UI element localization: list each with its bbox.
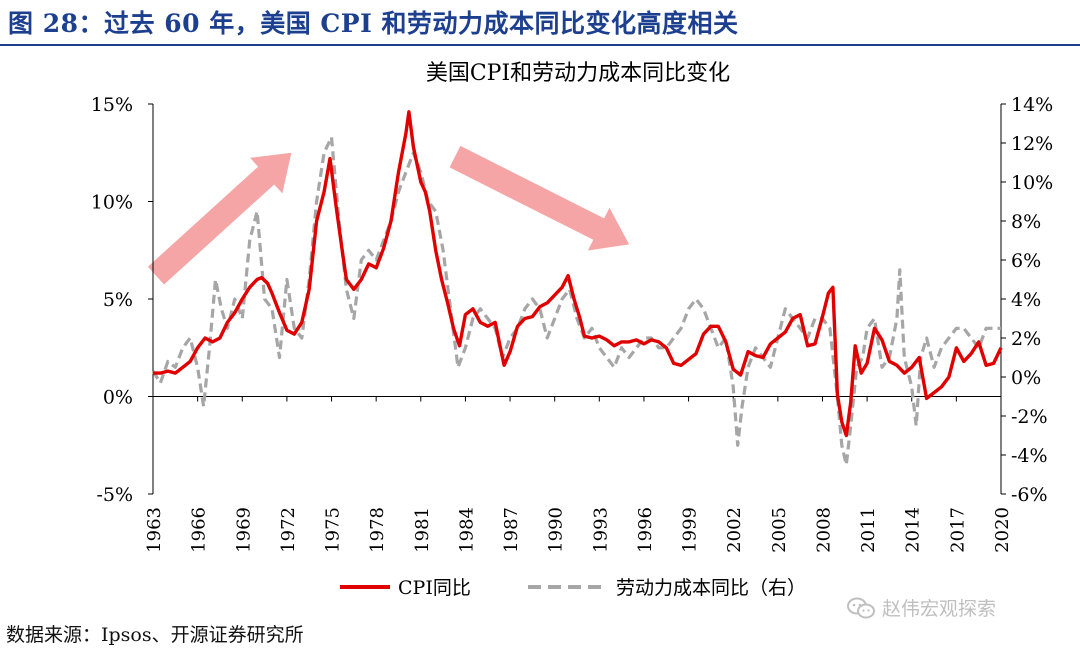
chart: 美国CPI和劳动力成本同比变化 -5% 0% 5% 10% 15% -6% -4% -2% 0%… xyxy=(91,61,1053,599)
x-tick-label: 1978 xyxy=(367,507,388,553)
x-tick-label: 2020 xyxy=(992,507,1013,553)
y-right-tick-label: 6% xyxy=(1011,250,1041,272)
wechat-icon xyxy=(847,597,875,618)
title-rule xyxy=(0,44,1080,46)
y-right-tick-label: 14% xyxy=(1011,94,1053,116)
y-right-tick-label: 10% xyxy=(1011,172,1053,194)
y-left-tick-label: 10% xyxy=(91,192,133,214)
x-tick-label: 1969 xyxy=(233,507,254,553)
y-left-tick-label: 5% xyxy=(103,289,133,311)
trend-arrow-down xyxy=(449,145,630,251)
trend-arrows xyxy=(147,145,630,285)
y-right-tick-label: 2% xyxy=(1011,328,1041,350)
x-tick-label: 1987 xyxy=(501,507,522,553)
x-tick-label: 2014 xyxy=(903,507,924,553)
legend-label-cpi: CPI同比 xyxy=(398,577,471,599)
y-right-tick-label: -2% xyxy=(1011,406,1048,428)
trend-arrow-up xyxy=(147,152,292,285)
y-left-tick-label: -5% xyxy=(96,484,133,506)
chart-title: 美国CPI和劳动力成本同比变化 xyxy=(426,61,730,86)
y-right-tick-label: 12% xyxy=(1011,133,1053,155)
y-right-tick-label: 0% xyxy=(1011,367,1041,389)
x-tick-label: 1990 xyxy=(546,507,567,553)
x-tick-label: 1984 xyxy=(456,507,477,553)
x-tick-label: 1975 xyxy=(323,507,344,553)
legend-label-labor: 劳动力成本同比（右） xyxy=(616,577,806,599)
y-left-tick-label: 0% xyxy=(103,387,133,409)
source-note: 数据来源：Ipsos、开源证券研究所 xyxy=(6,624,304,646)
watermark: 赵伟宏观探索 xyxy=(846,594,996,621)
x-tick-label: 1966 xyxy=(189,507,210,553)
x-tick-label: 2002 xyxy=(724,507,745,553)
x-tick-label: 1999 xyxy=(680,507,701,553)
x-tick-label: 2017 xyxy=(947,507,968,553)
x-tick-label: 1993 xyxy=(590,507,611,553)
series-line-labor-cost xyxy=(151,135,1001,467)
legend: CPI同比 劳动力成本同比（右） xyxy=(340,577,806,599)
series-lines xyxy=(151,110,1003,467)
x-tick-label: 2005 xyxy=(769,507,790,553)
x-tick-label: 1996 xyxy=(635,507,656,553)
watermark-text: 赵伟宏观探索 xyxy=(882,598,997,620)
y-right-tick-label: 8% xyxy=(1011,211,1041,233)
y-right-tick-label: 4% xyxy=(1011,289,1041,311)
x-tick-label: 2011 xyxy=(858,507,879,553)
y-right-tick-label: -4% xyxy=(1011,445,1048,467)
x-tick-label: 2008 xyxy=(813,507,834,553)
x-tick-label: 1963 xyxy=(144,507,165,553)
x-tick-label: 1972 xyxy=(278,507,299,553)
axes: -5% 0% 5% 10% 15% -6% -4% -2% 0% 2% 4% 6% 8% 10% 12% 14… xyxy=(91,94,1053,553)
y-left-tick-label: 15% xyxy=(91,94,133,116)
figure-title: 图 28：过去 60 年，美国 CPI 和劳动力成本同比变化高度相关 xyxy=(8,9,739,38)
x-tick-label: 1981 xyxy=(412,507,433,553)
series-line-cpi xyxy=(153,110,1003,438)
y-right-tick-label: -6% xyxy=(1011,484,1048,506)
